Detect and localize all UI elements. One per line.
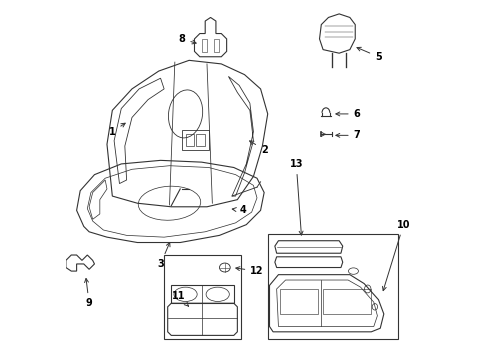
Bar bbox=[202, 39, 206, 52]
Text: 3: 3 bbox=[157, 243, 170, 269]
Text: 11: 11 bbox=[171, 291, 188, 306]
Text: 5: 5 bbox=[356, 47, 381, 62]
Text: 12: 12 bbox=[235, 266, 263, 276]
Bar bbox=[214, 39, 218, 52]
Bar bbox=[196, 134, 205, 146]
Text: 7: 7 bbox=[335, 130, 360, 140]
Text: 9: 9 bbox=[84, 279, 92, 308]
Bar bbox=[323, 289, 370, 314]
Text: 13: 13 bbox=[289, 159, 303, 235]
Bar bbox=[280, 289, 317, 314]
Bar bbox=[267, 234, 397, 339]
Text: 6: 6 bbox=[335, 109, 360, 119]
Text: 8: 8 bbox=[178, 34, 196, 44]
Bar bbox=[182, 130, 208, 150]
Text: 1: 1 bbox=[109, 123, 125, 137]
Text: 2: 2 bbox=[249, 141, 267, 155]
Text: 10: 10 bbox=[382, 220, 409, 291]
Bar bbox=[164, 255, 241, 339]
Text: 4: 4 bbox=[232, 205, 245, 215]
Bar bbox=[185, 134, 194, 146]
